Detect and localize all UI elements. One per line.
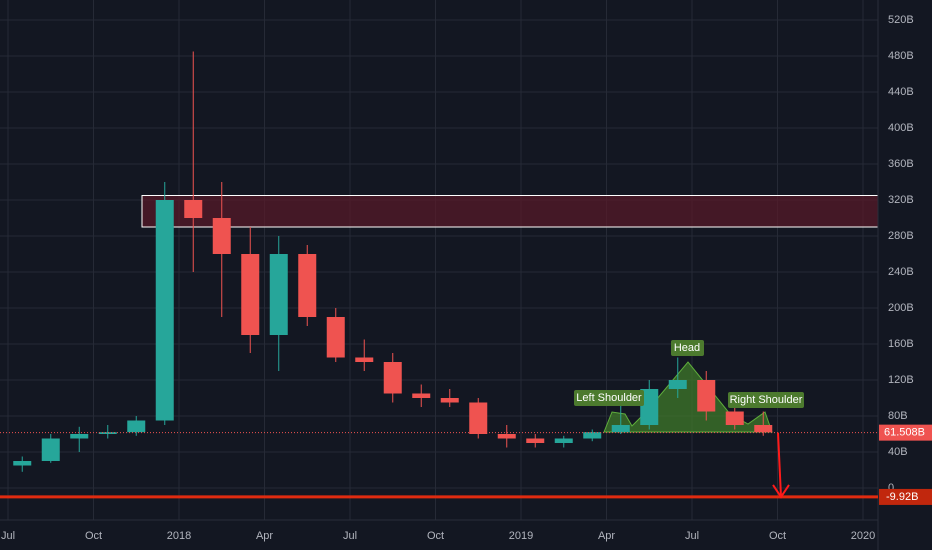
annotation-box [574, 390, 644, 406]
annotation-text: Head [674, 342, 700, 354]
candle-body [41, 438, 60, 461]
y-tick-label: 240B [888, 266, 914, 278]
candle-body [13, 461, 32, 466]
annotation-text: Left Shoulder [576, 392, 642, 404]
candle-body [725, 411, 744, 425]
y-tick-label: 520B [888, 14, 914, 26]
x-tick-label: 2019 [509, 530, 533, 542]
candle-body [184, 200, 203, 218]
y-tick-label: 480B [888, 50, 914, 62]
candle-body [98, 432, 117, 434]
candle-body [155, 200, 174, 421]
target-label: -9.92B [886, 491, 918, 503]
x-tick-label: Apr [598, 530, 615, 542]
y-tick-label: 280B [888, 230, 914, 242]
target-label-box [879, 488, 932, 505]
x-tick-label: 2020 [851, 530, 875, 542]
arrow-head [772, 484, 790, 499]
price-label-box [879, 424, 932, 441]
candle-body [754, 425, 773, 433]
x-tick-label: 2018 [167, 530, 191, 542]
y-tick-label: 320B [888, 194, 914, 206]
x-tick-label: Oct [769, 530, 786, 542]
grid [0, 0, 879, 520]
x-tick-label: Oct [427, 530, 444, 542]
candle-body [212, 218, 231, 254]
x-tick-label: Jul [343, 530, 357, 542]
candle-body [497, 434, 516, 439]
y-tick-label: 80B [888, 410, 908, 422]
candle-body [241, 254, 260, 335]
candle-body [326, 317, 345, 358]
candle-body [355, 357, 374, 362]
candle-body [640, 389, 659, 425]
candle-body [469, 402, 488, 434]
target-arrow [777, 432, 782, 497]
x-tick-label: Apr [256, 530, 273, 542]
candle-body [668, 380, 687, 389]
candle-body [583, 432, 602, 439]
candle-body [440, 398, 459, 403]
candle-body [70, 434, 89, 439]
candle-body [269, 254, 288, 335]
y-tick-label: 120B [888, 374, 914, 386]
candle-body [383, 362, 402, 394]
zone [141, 195, 879, 228]
candle-body [412, 393, 431, 398]
annotation-box [671, 340, 704, 356]
y-tick-label: 0 [888, 482, 894, 494]
y-tick-label: 440B [888, 86, 914, 98]
candle-body [697, 380, 716, 412]
y-tick-label: 40B [888, 446, 908, 458]
x-tick-label: Jul [1, 530, 15, 542]
x-tick-label: Oct [85, 530, 102, 542]
candle-body [298, 254, 317, 317]
y-tick-label: 160B [888, 338, 914, 350]
annotation: Left Shoulder Head Right Shoulder [574, 340, 804, 408]
candle-body [554, 438, 573, 443]
y-tick-label: 360B [888, 158, 914, 170]
x-tick-label: Jul [685, 530, 699, 542]
y-tick-label: 200B [888, 302, 914, 314]
price-label: 61.508B [884, 427, 925, 439]
annotation-box [728, 392, 804, 408]
y-tick-label: 400B [888, 122, 914, 134]
annotation-text: Right Shoulder [730, 394, 803, 406]
candle-body [526, 438, 545, 443]
marks [13, 51, 773, 472]
candle-body [611, 425, 630, 433]
candle-body [127, 420, 146, 433]
